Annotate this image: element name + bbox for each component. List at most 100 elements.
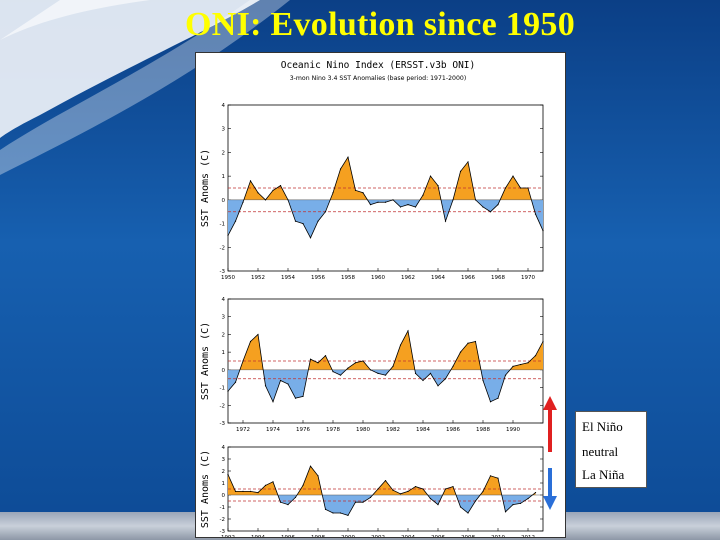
oni-data-point [519, 502, 522, 504]
oni-data-point [377, 372, 379, 374]
oni-data-point [369, 204, 372, 206]
oni-data-point [512, 504, 514, 506]
oni-data-point [399, 206, 402, 208]
x-tick-label: 2012 [521, 535, 535, 537]
oni-data-point [512, 175, 514, 177]
x-tick-label: 1982 [386, 427, 400, 433]
x-tick-label: 1992 [221, 535, 235, 537]
oni-data-point [444, 378, 447, 380]
oni-data-point [392, 365, 394, 367]
legend-arrows [543, 396, 557, 510]
oni-data-point [362, 360, 364, 362]
y-tick-label: 4 [222, 103, 226, 109]
oni-data-point [234, 220, 237, 222]
y-tick-label: -3 [220, 269, 226, 275]
oni-data-point [324, 508, 327, 510]
oni-data-point [272, 189, 274, 191]
oni-data-point [474, 199, 477, 201]
oni-data-point [534, 492, 537, 494]
oni-data-point [414, 206, 417, 208]
oni-data-point [437, 385, 439, 387]
oni-data-point [392, 489, 394, 491]
oni-data-point [347, 514, 349, 516]
oni-data-point [474, 500, 477, 502]
y-tick-label: -3 [220, 421, 226, 427]
oni-data-point [249, 180, 252, 182]
oni-data-point [377, 201, 379, 203]
oni-data-point [302, 395, 304, 398]
oni-data-point [534, 355, 537, 357]
oni-data-point [272, 401, 274, 403]
oni-data-point [414, 372, 417, 374]
oni-data-point [452, 199, 454, 201]
oni-data-point [467, 342, 469, 344]
oni-data-point [407, 330, 409, 332]
oni-data-point [227, 390, 229, 392]
y-axis-label: SST Anoms (C) [200, 149, 211, 227]
x-tick-label: 1984 [416, 427, 430, 433]
oni-series-line [227, 465, 536, 516]
oni-data-point [264, 484, 267, 486]
oni-data-point [332, 512, 334, 514]
oni-data-point [542, 230, 544, 232]
y-tick-label: -1 [220, 386, 225, 392]
oni-data-point [272, 481, 274, 483]
oni-data-point [519, 187, 522, 189]
x-tick-label: 1972 [236, 427, 250, 433]
oni-data-point [422, 194, 424, 196]
oni-data-point [452, 486, 454, 488]
oni-data-point [399, 344, 402, 346]
legend-la-nina: La Niña [582, 467, 625, 482]
y-tick-label: -2 [220, 245, 225, 251]
oni-data-point [497, 397, 499, 399]
oni-data-point [242, 490, 244, 492]
legend-box: El Niño neutral La Niña [575, 411, 647, 488]
x-tick-label: 2010 [491, 535, 505, 537]
x-tick-label: 1970 [521, 275, 535, 281]
oni-data-point [309, 358, 312, 360]
oni-data-point [234, 381, 237, 383]
y-tick-label: -1 [220, 505, 225, 511]
oni-data-point [422, 488, 424, 490]
oni-data-point [309, 237, 312, 239]
el-nino-area [228, 466, 536, 495]
oni-data-point [474, 340, 477, 343]
oni-data-point [317, 362, 319, 364]
oni-data-point [287, 383, 289, 385]
oni-data-point [489, 211, 492, 213]
y-tick-label: 1 [222, 481, 226, 487]
oni-data-point [339, 512, 342, 514]
el-nino-arrow-head-icon [543, 396, 557, 410]
oni-data-point [257, 192, 259, 194]
oni-data-point [354, 189, 357, 191]
x-tick-label: 1962 [401, 275, 415, 281]
x-tick-label: 1954 [281, 275, 295, 281]
oni-data-point [332, 371, 334, 373]
x-tick-label: 2002 [371, 535, 385, 537]
oni-data-point [242, 201, 244, 203]
oni-data-point [444, 220, 447, 222]
x-tick-label: 1958 [341, 275, 355, 281]
oni-data-point [384, 480, 387, 482]
x-tick-label: 1966 [461, 275, 475, 281]
la-nina-area [228, 369, 543, 402]
y-tick-label: 3 [222, 457, 226, 463]
y-tick-label: 3 [222, 127, 226, 133]
oni-chart: Oceanic Nino Index (ERSST.v3b ONI) 3-mon… [200, 60, 544, 537]
oni-data-point [257, 492, 259, 494]
oni-data-point [527, 187, 529, 189]
oni-data-point [399, 493, 402, 495]
la-nina-area [228, 495, 536, 516]
la-nina-arrow-head-icon [543, 496, 557, 510]
y-tick-label: 1 [222, 174, 226, 180]
oni-data-point [407, 204, 409, 206]
x-tick-label: 1976 [296, 427, 310, 433]
oni-data-point [482, 206, 484, 208]
oni-data-point [534, 213, 537, 215]
oni-data-point [242, 360, 244, 362]
x-tick-label: 1952 [251, 275, 265, 281]
y-tick-label: -3 [220, 529, 226, 535]
oni-data-point [264, 385, 267, 387]
chart-title: Oceanic Nino Index (ERSST.v3b ONI) [281, 60, 475, 71]
oni-data-point [407, 490, 409, 492]
